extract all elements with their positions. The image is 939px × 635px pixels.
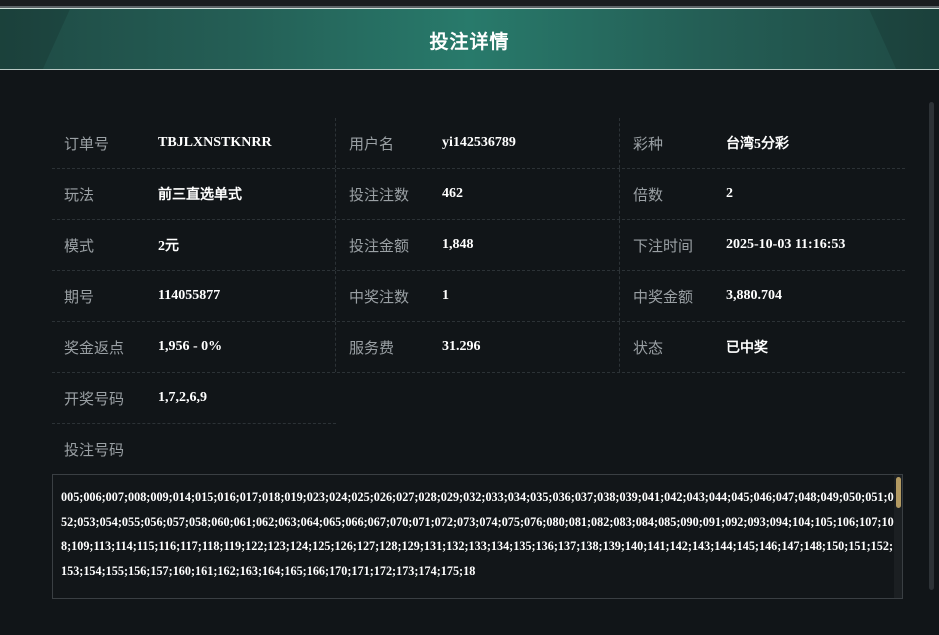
detail-bet-amount: 投注金额 1,848 [336,220,620,270]
detail-win-amount: 中奖金额 3,880.704 [620,271,905,321]
detail-row: 期号 114055877 中奖注数 1 中奖金额 3,880.704 [52,271,905,322]
detail-label: 订单号 [64,134,110,153]
detail-value: yi142536789 [442,135,516,150]
page-scrollbar[interactable] [929,102,934,590]
detail-value: 前三直选单式 [158,188,242,203]
dialog-title: 投注详情 [429,31,510,53]
detail-label: 中奖注数 [349,287,410,306]
scrollbar-thumb[interactable] [896,477,901,508]
detail-label: 彩种 [633,134,664,153]
detail-value: 1,7,2,6,9 [158,390,207,405]
detail-value: TBJLXNSTKNRR [158,135,272,150]
detail-label: 模式 [64,236,95,255]
detail-label: 下注时间 [633,236,694,255]
detail-row: 玩法 前三直选单式 投注注数 462 倍数 2 [52,169,905,220]
detail-label: 投注注数 [349,185,410,204]
detail-win-count: 中奖注数 1 [336,271,620,321]
detail-draw-numbers: 开奖号码 1,7,2,6,9 [52,373,336,423]
detail-bet-time: 下注时间 2025-10-03 11:16:53 [620,220,905,270]
detail-value: 462 [442,186,463,201]
detail-row: 模式 2元 投注金额 1,848 下注时间 2025-10-03 11:16:53 [52,220,905,271]
detail-label: 倍数 [633,185,664,204]
detail-label: 状态 [633,338,664,357]
detail-label: 用户名 [349,134,395,153]
detail-lottery: 彩种 台湾5分彩 [620,118,905,168]
detail-label: 开奖号码 [64,389,125,408]
detail-value: 台湾5分彩 [726,137,789,152]
detail-value: 3,880.704 [726,288,782,303]
detail-value: 2025-10-03 11:16:53 [726,237,846,252]
detail-row: 订单号 TBJLXNSTKNRR 用户名 yi142536789 彩种 台湾5分彩 [52,118,905,169]
detail-label: 服务费 [349,338,395,357]
dialog-header: 投注详情 [0,8,939,70]
detail-row: 开奖号码 1,7,2,6,9 [52,373,336,424]
detail-username: 用户名 yi142536789 [336,118,620,168]
detail-multiplier: 倍数 2 [620,169,905,219]
detail-label: 玩法 [64,185,95,204]
detail-value: 2 [726,186,733,201]
detail-value: 1,848 [442,237,474,252]
detail-mode: 模式 2元 [52,220,336,270]
detail-value: 2元 [158,239,179,254]
detail-value: 31.296 [442,339,481,354]
detail-play: 玩法 前三直选单式 [52,169,336,219]
bet-numbers-box[interactable]: 005;006;007;008;009;014;015;016;017;018;… [52,474,903,599]
detail-status: 状态 已中奖 [620,322,905,372]
bet-numbers-text: 005;006;007;008;009;014;015;016;017;018;… [61,490,894,578]
detail-row: 奖金返点 1,956 - 0% 服务费 31.296 状态 已中奖 [52,322,905,373]
bet-numbers-scrollbar[interactable] [894,475,902,598]
detail-label: 奖金返点 [64,338,125,357]
detail-label: 投注金额 [349,236,410,255]
detail-service-fee: 服务费 31.296 [336,322,620,372]
detail-order-no: 订单号 TBJLXNSTKNRR [52,118,336,168]
detail-value: 已中奖 [726,341,768,356]
top-bar [0,0,939,8]
detail-bet-count: 投注注数 462 [336,169,620,219]
detail-issue: 期号 114055877 [52,271,336,321]
detail-label: 期号 [64,287,95,306]
detail-label: 中奖金额 [633,287,694,306]
detail-value: 1 [442,288,449,303]
bet-details-grid: 订单号 TBJLXNSTKNRR 用户名 yi142536789 彩种 台湾5分彩 玩… [52,118,905,424]
bet-numbers-label: 投注号码 [64,441,125,459]
detail-value: 114055877 [158,288,221,303]
detail-rebate: 奖金返点 1,956 - 0% [52,322,336,372]
detail-value: 1,956 - 0% [158,339,223,354]
